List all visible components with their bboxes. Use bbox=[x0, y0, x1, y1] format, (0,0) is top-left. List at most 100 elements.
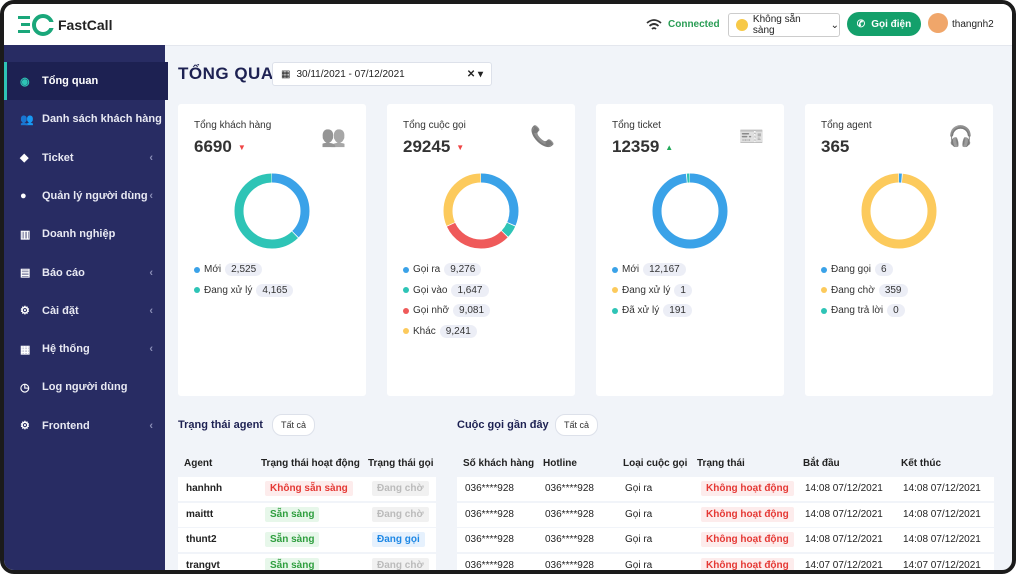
card-icon: 🎧 bbox=[948, 126, 973, 148]
card-title: Tổng cuộc gọi bbox=[403, 120, 466, 131]
card-total: 29245 ▼ bbox=[403, 137, 464, 157]
date-range-picker[interactable]: ▦ 30/11/2021 - 07/12/2021 ✕ ▾ bbox=[272, 62, 492, 86]
avatar[interactable] bbox=[928, 13, 948, 33]
legend-label: Gọi nhỡ bbox=[413, 305, 450, 316]
card-icon: 🎫 bbox=[739, 126, 764, 148]
table-cell: 036****928 bbox=[545, 483, 594, 494]
legend-label: Khác bbox=[413, 325, 436, 337]
legend-dot bbox=[403, 266, 409, 273]
legend-dot bbox=[194, 266, 200, 273]
sidebar-item[interactable]: ◆ Ticket ‹ bbox=[4, 139, 165, 177]
table-cell: Đang gọi bbox=[372, 532, 425, 547]
donut-segment bbox=[861, 173, 937, 249]
table-cell: 14:08 07/12/2021 bbox=[805, 483, 883, 494]
page-title: TỔNG QUAN bbox=[178, 64, 287, 83]
sidebar-item[interactable]: ▥ Doanh nghiệp bbox=[4, 215, 165, 253]
donut-segment bbox=[443, 173, 519, 249]
legend-item: Gọi vào 1,647 bbox=[403, 283, 489, 297]
sidebar-item[interactable]: ◉ Tổng quan bbox=[4, 62, 168, 100]
card-icon: 👥 bbox=[321, 126, 346, 148]
table-cell: 14:08 07/12/2021 bbox=[903, 483, 981, 494]
legend-item: Gọi nhỡ 9,081 bbox=[403, 304, 491, 317]
donut-chart bbox=[443, 173, 519, 249]
legend-value: 9,241 bbox=[439, 324, 477, 338]
card-title: Tổng agent bbox=[821, 120, 872, 131]
donut-segment bbox=[652, 173, 728, 249]
legend-label: Đã xử lý bbox=[622, 305, 660, 316]
donut-segment bbox=[443, 173, 519, 249]
legend-dot bbox=[194, 287, 200, 293]
table-cell: 14:07 07/12/2021 bbox=[903, 559, 981, 571]
filter-button[interactable]: Tất cả bbox=[272, 414, 316, 436]
sidebar-icon: ▦ bbox=[20, 343, 31, 356]
legend-item: Khác 9,241 bbox=[403, 324, 477, 338]
table-cell: 036****928 bbox=[465, 534, 514, 545]
sidebar-item[interactable]: ⚙ Cài đặt ‹ bbox=[4, 292, 165, 330]
table-cell: 036****928 bbox=[465, 483, 514, 494]
legend-label: Gọi ra bbox=[413, 264, 441, 275]
sidebar-label: Tổng quan bbox=[42, 75, 99, 87]
filter-button[interactable]: Tất cả bbox=[555, 414, 599, 436]
table-cell: 036****928 bbox=[465, 559, 514, 571]
sidebar-icon: ◉ bbox=[20, 75, 30, 88]
total-value: 365 bbox=[821, 137, 850, 156]
sidebar-label: Ticket bbox=[42, 151, 74, 164]
stat-card: Tổng khách hàng 6690 ▼ 👥 Mới 2,525 Đang xử lý 4… bbox=[178, 104, 366, 396]
total-value: 12359 bbox=[612, 137, 660, 156]
sidebar-icon: ⚙ bbox=[20, 420, 30, 433]
legend-dot bbox=[612, 266, 618, 273]
stat-card: Tổng ticket 12359 ▲ 🎫 Mới 12,167 Đang xử lý 1 Đã… bbox=[596, 104, 784, 396]
sidebar-item[interactable]: ◷ Log người dùng bbox=[4, 368, 165, 406]
sidebar-label: Quản lý người dùng bbox=[42, 189, 148, 202]
donut-segment bbox=[234, 173, 310, 249]
table-cell: 036****928 bbox=[545, 559, 594, 571]
table-cell: 14:08 07/12/2021 bbox=[805, 534, 883, 545]
submenu-arrow: ‹ bbox=[149, 419, 153, 432]
availability-select[interactable]: Không sẵn sàng ⌄ bbox=[728, 13, 840, 37]
legend-item: Đã xử lý 191 bbox=[612, 304, 692, 317]
legend-label: Đang gọi bbox=[831, 264, 872, 275]
call-button-text: Gọi điện bbox=[871, 18, 912, 30]
sidebar-item[interactable]: ▤ Báo cáo ‹ bbox=[4, 254, 165, 292]
donut-chart bbox=[861, 173, 937, 249]
user-name[interactable]: thangnh2 bbox=[952, 19, 994, 30]
sidebar: ◉ Tổng quan 👥 Danh sách khách hàng ◆ Ticket ‹ ●… bbox=[4, 45, 168, 570]
legend-dot bbox=[821, 266, 827, 273]
logo-text: FastCall bbox=[58, 17, 113, 33]
legend-label: Mới bbox=[204, 264, 222, 275]
column-header: Bắt đầu bbox=[803, 458, 840, 469]
table-cell: Không hoạt động bbox=[701, 506, 794, 522]
column-header: Trạng thái bbox=[697, 458, 745, 469]
sidebar-item[interactable]: ▦ Hệ thống ‹ bbox=[4, 330, 165, 368]
call-button[interactable]: ✆ Gọi điện bbox=[847, 12, 921, 36]
legend-item: Mới 12,167 bbox=[612, 263, 686, 276]
stat-card: Tổng agent 365 🎧 Đang gọi 6 Đang chờ 359 Đang t… bbox=[805, 104, 993, 396]
legend-dot bbox=[403, 328, 409, 334]
sidebar-icon: ▤ bbox=[20, 267, 31, 279]
legend-dot bbox=[612, 307, 618, 314]
legend-item: Mới 2,525 bbox=[194, 263, 263, 276]
main-content: Tổng khách hàng 6690 ▼ 👥 Mới 2,525 Đang xử lý 4… bbox=[4, 4, 1012, 570]
table-cell: Gọi ra bbox=[625, 508, 653, 520]
table-cell: 036****928 bbox=[465, 508, 514, 520]
table-cell: Đang chờ bbox=[372, 481, 429, 496]
submenu-arrow: ‹ bbox=[149, 151, 153, 164]
legend-value: 4,165 bbox=[256, 283, 294, 297]
card-icon: 📞 bbox=[530, 126, 555, 148]
column-header: Loại cuộc gọi bbox=[623, 458, 688, 469]
column-header: Agent bbox=[184, 458, 213, 469]
availability-text: Không sẵn sàng bbox=[752, 14, 801, 36]
legend-value: 1,647 bbox=[451, 283, 489, 297]
sidebar-item[interactable]: ⚙ Frontend ‹ bbox=[4, 407, 165, 445]
legend-value: 9,276 bbox=[444, 263, 482, 276]
table-title: Trạng thái agent bbox=[178, 419, 263, 431]
card-total: 365 bbox=[821, 137, 849, 157]
legend-label: Đang xử lý bbox=[622, 284, 671, 296]
legend-label: Đang xử lý bbox=[204, 284, 253, 296]
sidebar-item[interactable]: ● Quản lý người dùng ‹ bbox=[4, 177, 165, 215]
sidebar-item[interactable]: 👥 Danh sách khách hàng bbox=[4, 100, 165, 138]
legend-label: Gọi vào bbox=[413, 284, 448, 296]
table-cell: 14:08 07/12/2021 bbox=[805, 508, 883, 520]
submenu-arrow: ‹ bbox=[149, 343, 153, 356]
